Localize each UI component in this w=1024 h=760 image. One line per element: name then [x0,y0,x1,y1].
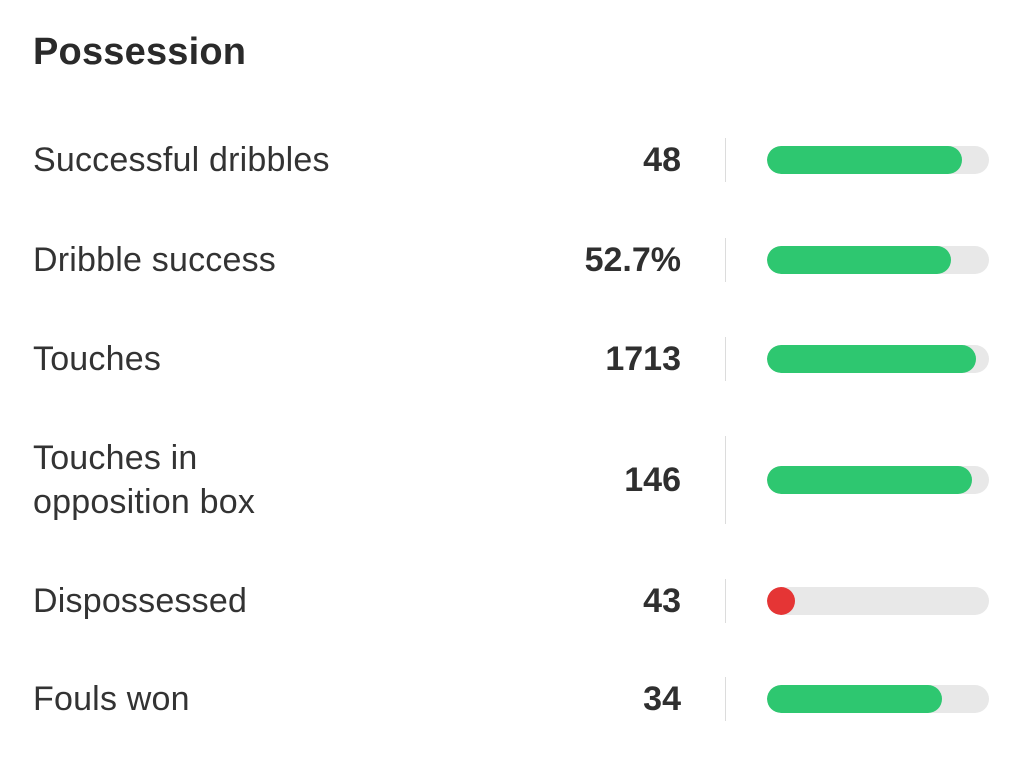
stat-divider [725,238,726,282]
stat-value: 1713 [605,340,681,378]
stat-bar-track [767,345,989,373]
stat-row-fouls-won: Fouls won 34 [0,677,1024,721]
stat-label: Touches [33,340,162,378]
stat-divider [725,579,726,623]
stat-row-dribble-success: Dribble success 52.7% [0,238,1024,282]
stat-bar-fill [767,466,972,494]
stat-value: 52.7% [584,241,681,279]
stat-bar-fill [767,146,962,174]
stat-row-touches-in-opposition-box: Touches in opposition box 146 [0,436,1024,524]
stat-bar-track [767,466,989,494]
stat-divider [725,138,726,182]
stat-bar-track [767,146,989,174]
stat-value: 48 [643,141,681,179]
stat-bar-fill [767,246,951,274]
stat-value: 34 [643,680,681,718]
stat-value: 146 [624,461,681,499]
stat-divider [725,436,726,524]
stat-label: Dispossessed [33,582,248,620]
section-title: Possession [33,31,247,73]
stat-label: Dribble success [33,241,276,279]
stat-divider [725,337,726,381]
stat-row-dispossessed: Dispossessed 43 [0,579,1024,623]
stat-bar-track [767,246,989,274]
stat-bar-fill [767,345,976,373]
stat-row-touches: Touches 1713 [0,337,1024,381]
stat-label: Fouls won [33,680,190,718]
stat-value: 43 [643,582,681,620]
stat-divider [725,677,726,721]
stat-bar-fill [767,587,795,615]
stat-bar-track [767,587,989,615]
stat-label: Touches in opposition box [33,439,256,521]
stat-label: Successful dribbles [33,141,330,179]
stat-bar-track [767,685,989,713]
stat-row-successful-dribbles: Successful dribbles 48 [0,138,1024,182]
stat-bar-fill [767,685,942,713]
